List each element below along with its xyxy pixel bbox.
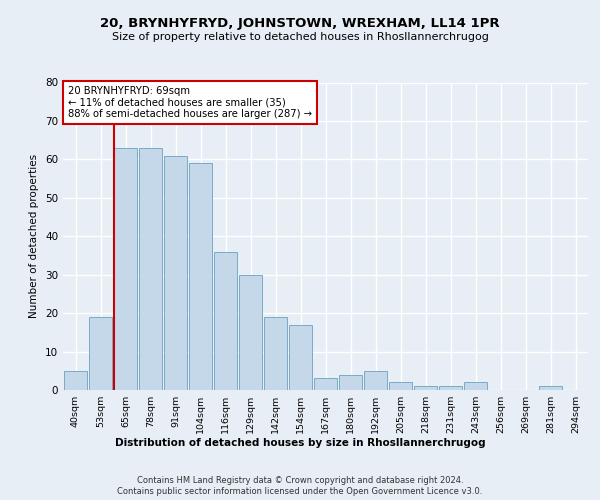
Bar [414,386,437,390]
Bar [64,371,87,390]
Text: Contains public sector information licensed under the Open Government Licence v3: Contains public sector information licen… [118,488,482,496]
Bar [314,378,337,390]
Bar [339,374,362,390]
Bar [164,156,187,390]
Bar [189,163,212,390]
Bar [289,324,312,390]
Y-axis label: Number of detached properties: Number of detached properties [29,154,40,318]
Bar [264,317,287,390]
Text: Size of property relative to detached houses in Rhosllannerchrugog: Size of property relative to detached ho… [112,32,488,42]
Bar [214,252,237,390]
Bar [89,317,112,390]
Bar [364,371,387,390]
Bar [539,386,562,390]
Bar [389,382,412,390]
Text: Contains HM Land Registry data © Crown copyright and database right 2024.: Contains HM Land Registry data © Crown c… [137,476,463,485]
Bar [464,382,487,390]
Bar [114,148,137,390]
Text: Distribution of detached houses by size in Rhosllannerchrugog: Distribution of detached houses by size … [115,438,485,448]
Text: 20, BRYNHYFRYD, JOHNSTOWN, WREXHAM, LL14 1PR: 20, BRYNHYFRYD, JOHNSTOWN, WREXHAM, LL14… [100,18,500,30]
Bar [439,386,462,390]
Text: 20 BRYNHYFRYD: 69sqm
← 11% of detached houses are smaller (35)
88% of semi-detac: 20 BRYNHYFRYD: 69sqm ← 11% of detached h… [68,86,312,119]
Bar [139,148,162,390]
Bar [239,274,262,390]
